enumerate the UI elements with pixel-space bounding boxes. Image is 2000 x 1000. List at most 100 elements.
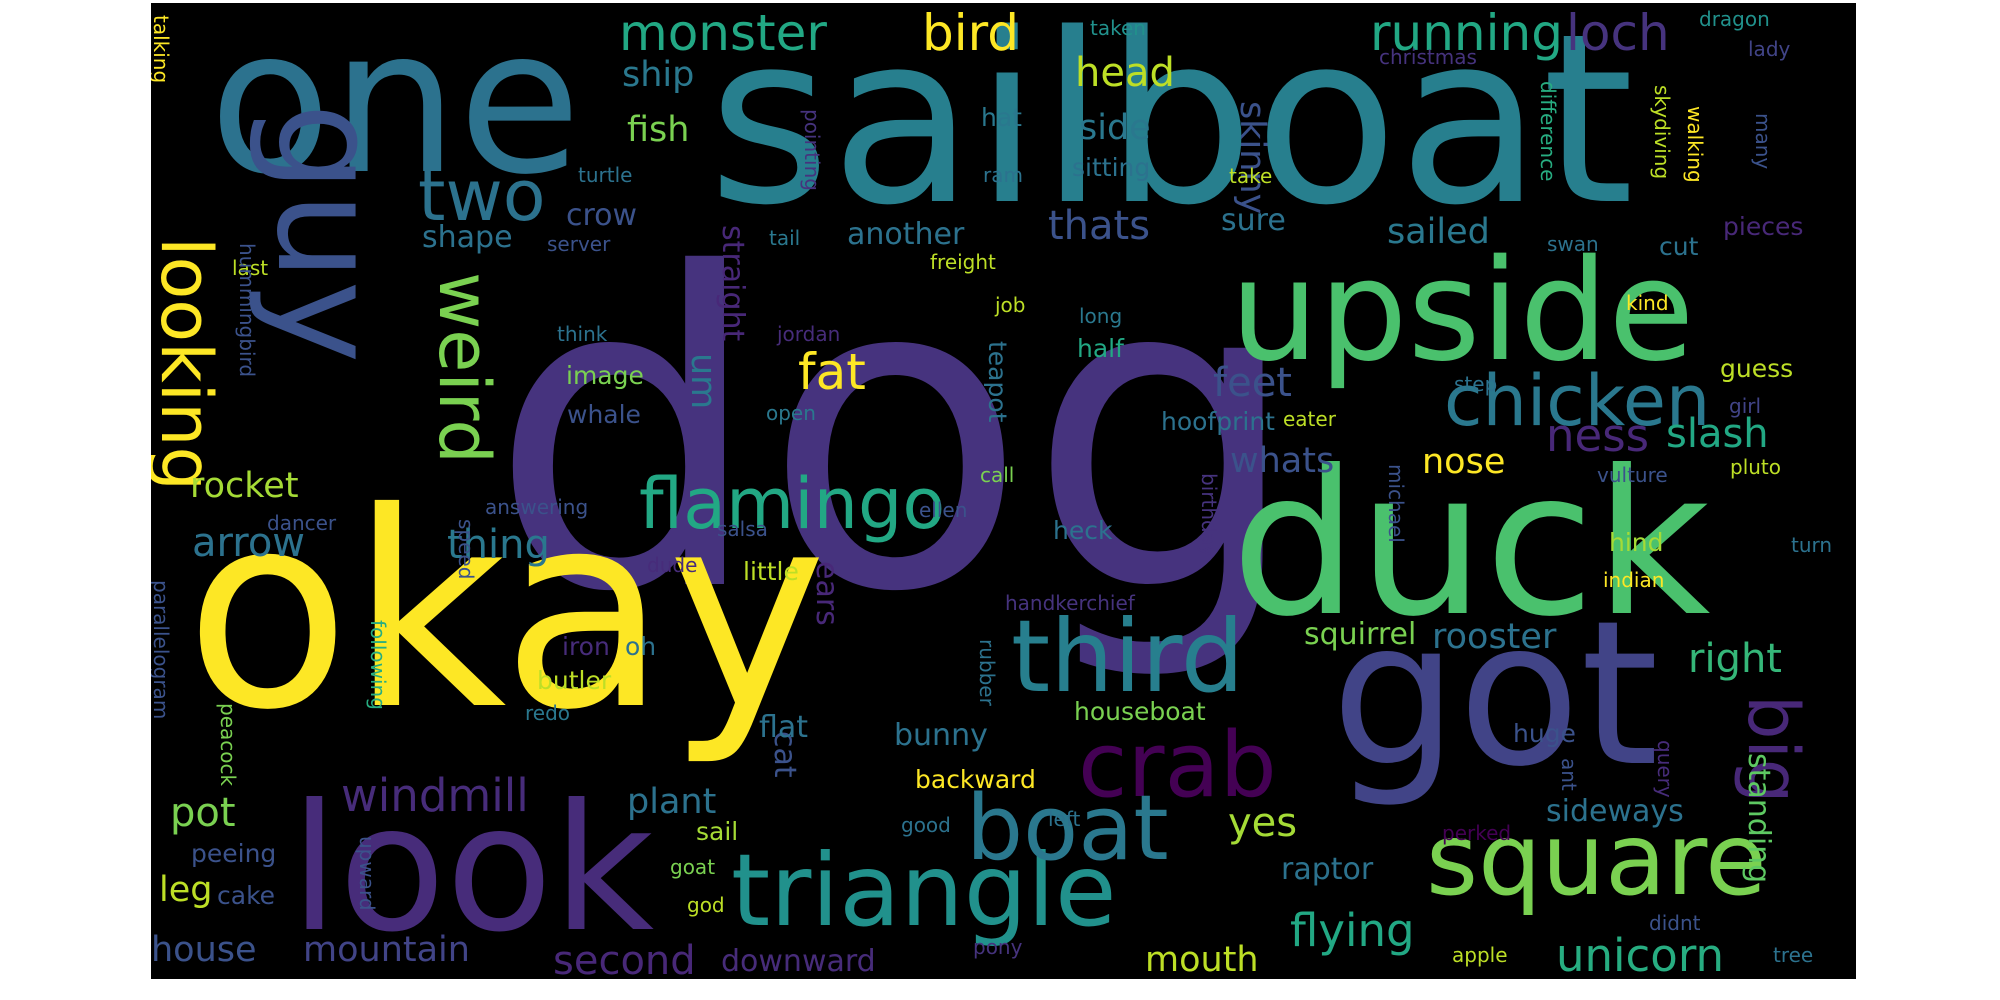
word-turn: turn [1791,533,1833,557]
word-little: little [743,557,799,586]
word-boat: boat [966,776,1169,881]
word-huge: huge [1513,719,1576,748]
word-goat: goat [670,855,716,879]
word-redo: redo [525,701,571,725]
word-okay: okay [185,454,828,769]
word-flat: flat [759,710,809,745]
word-guy: guy [245,103,408,364]
word-dude: dude [647,553,698,577]
word-difference: difference [1536,81,1560,182]
word-salsa: salsa [717,517,768,541]
word-cake: cake [217,881,276,910]
word-cloud: dog sailboat okay one duck got upside look guy sq… [151,3,1856,979]
word-dancer: dancer [267,511,337,535]
word-whale: whale [567,400,641,429]
word-looking: looking [151,237,227,491]
word-loch: loch [1566,4,1670,62]
word-right: right [1688,636,1782,682]
word-sitting: sitting [1072,153,1151,182]
word-christmas: christmas [1379,45,1477,69]
word-triangle: triangle [731,832,1117,949]
word-didnt: didnt [1649,911,1701,935]
word-sure: sure [1221,203,1286,238]
word-houseboat: houseboat [1074,697,1206,726]
word-talking: talking [151,15,173,84]
word-god: god [687,893,725,917]
word-rooster: rooster [1432,617,1557,657]
word-windmill: windmill [341,769,529,822]
word-birthday: birthday [1197,473,1221,557]
word-step: step [1454,372,1498,396]
word-apple: apple [1452,943,1508,967]
word-following: following [366,620,390,710]
word-arrow: arrow [192,520,306,566]
word-sail: sail [696,817,739,846]
word-ness: ness [1546,409,1650,462]
word-upside: upside [1230,230,1695,393]
word-hat: hat [981,103,1022,132]
word-open: open [766,401,816,425]
word-ant: ant [1557,758,1581,791]
word-dragon: dragon [1699,7,1770,31]
word-ram: ram [983,163,1023,187]
word-fat: fat [798,343,866,401]
word-query: query [1653,740,1677,798]
word-squirrel: squirrel [1304,617,1417,652]
word-nose: nose [1422,442,1506,482]
word-flamingo: flamingo [639,463,946,545]
word-last: last [232,256,269,280]
word-good: good [901,813,951,837]
word-running: running [1370,4,1563,62]
word-thats: thats [1048,203,1151,249]
word-cat: cat [767,731,802,778]
word-got: got [1331,578,1659,811]
word-tree: tree [1773,943,1814,967]
word-rocket: rocket [190,466,299,506]
word-guess: guess [1720,354,1794,383]
word-big: big [1732,695,1814,804]
word-heck: heck [1053,516,1113,545]
word-hoofprint: hoofprint [1161,407,1275,436]
word-ship: ship [622,55,695,95]
word-left: left [1048,807,1081,831]
word-pointing: pointing [800,109,824,191]
word-sideways: sideways [1546,794,1684,829]
word-hummingbird: hummingbird [235,243,259,378]
word-image: image [566,361,644,390]
word-house: house [151,930,257,970]
word-eater: eater [1283,407,1336,431]
word-third: third [1011,598,1245,715]
word-perked: perked [1442,821,1512,845]
word-slash: slash [1666,411,1769,457]
word-another: another [847,217,965,252]
word-one: one [209,3,582,219]
word-bird: bird [922,4,1020,62]
word-mountain: mountain [303,930,470,970]
word-two: two [418,155,546,237]
word-swan: swan [1547,232,1599,256]
word-standing: standing [1741,753,1776,884]
word-mouth: mouth [1145,940,1259,979]
word-call: call [980,463,1015,487]
word-michael: michael [1384,464,1408,543]
word-jordan: jordan [777,322,841,346]
word-many: many [1751,113,1775,170]
word-pot: pot [170,790,236,836]
word-second: second [553,938,696,979]
word-head: head [1075,50,1175,96]
word-rubber: rubber [975,639,999,706]
word-chicken: chicken [1444,360,1711,442]
word-pluto: pluto [1730,455,1782,479]
word-weird: weird [423,272,505,464]
word-parallelogram: parallelogram [151,580,173,720]
word-um: um [683,353,723,410]
word-upward: upward [355,836,379,911]
word-ellen: ellen [919,498,968,522]
word-oh: oh [625,632,657,661]
word-skinny: skinny [1232,101,1272,215]
word-teapot: teapot [983,341,1012,423]
word-half: half [1077,334,1124,363]
word-long: long [1079,304,1123,328]
word-lady: lady [1748,37,1791,61]
word-take: take [1229,164,1273,188]
